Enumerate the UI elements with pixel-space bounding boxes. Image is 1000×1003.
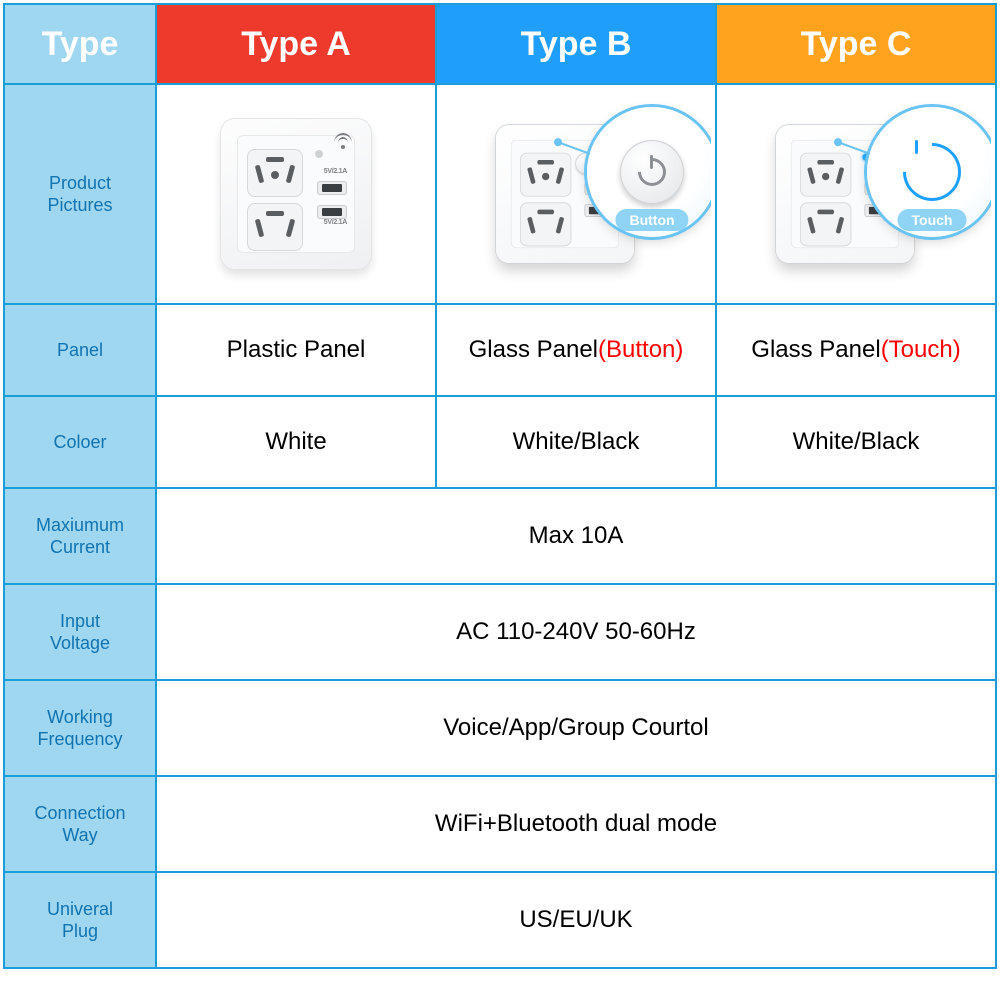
label-max-current-text: Maxiumum Current (36, 514, 124, 559)
label-connection: Connection Way (4, 776, 156, 872)
label-color-text: Coloer (53, 431, 106, 454)
label-color: Coloer (4, 396, 156, 488)
value-max-current: Max 10A (156, 488, 996, 584)
panel-c-suffix: (Touch) (881, 336, 961, 363)
panel-c-text: Glass Panel (751, 336, 880, 363)
color-b: White/Black (436, 396, 716, 488)
callout-touch: Touch (867, 107, 991, 237)
value-input-voltage-text: AC 110-240V 50-60Hz (456, 618, 696, 646)
header-type-b-text: Type B (521, 25, 632, 64)
panel-a-text: Plastic Panel (227, 336, 366, 364)
panel-b: Glass Panel(Button) (436, 304, 716, 396)
header-type-b: Type B (436, 4, 716, 84)
picture-type-c: 5V/2.1A Touch (716, 84, 996, 304)
color-c: White/Black (716, 396, 996, 488)
usb-port-icon (317, 205, 347, 219)
panel-a: Plastic Panel (156, 304, 436, 396)
value-connection: WiFi+Bluetooth dual mode (156, 776, 996, 872)
label-panel-text: Panel (57, 339, 103, 362)
label-working-frequency-text: Working Frequency (37, 706, 122, 751)
panel-b-suffix: (Button) (598, 336, 683, 363)
color-c-text: White/Black (793, 428, 920, 456)
panel-c: Glass Panel(Touch) (716, 304, 996, 396)
header-type-c: Type C (716, 4, 996, 84)
value-universal-plug-text: US/EU/UK (519, 906, 632, 934)
header-type-c-text: Type C (801, 25, 912, 64)
picture-type-b: 5V/2.1A Button (436, 84, 716, 304)
comparison-table: Type Type A Type B Type C Product Pictur… (3, 3, 997, 969)
power-icon (638, 158, 666, 186)
value-working-frequency-text: Voice/App/Group Courtol (443, 714, 709, 742)
value-connection-text: WiFi+Bluetooth dual mode (435, 810, 717, 838)
value-working-frequency: Voice/App/Group Courtol (156, 680, 996, 776)
label-panel: Panel (4, 304, 156, 396)
label-type: Type (4, 4, 156, 84)
label-input-voltage: Input Voltage (4, 584, 156, 680)
label-connection-text: Connection Way (34, 802, 125, 847)
label-pictures: Product Pictures (4, 84, 156, 304)
color-a-text: White (265, 428, 326, 456)
callout-button: Button (587, 107, 711, 237)
value-max-current-text: Max 10A (529, 522, 624, 550)
label-universal-plug: Univeral Plug (4, 872, 156, 968)
socket-illustration-a: 5V/2.1A 5V/2.1A (221, 119, 371, 269)
label-working-frequency: Working Frequency (4, 680, 156, 776)
color-a: White (156, 396, 436, 488)
label-type-text: Type (42, 23, 119, 66)
header-type-a-text: Type A (241, 25, 351, 64)
callout-touch-label: Touch (898, 209, 967, 231)
color-b-text: White/Black (513, 428, 640, 456)
usb-label: 5V/2.1A (324, 219, 347, 226)
callout-button-label: Button (615, 209, 688, 231)
wifi-icon (333, 133, 353, 149)
value-universal-plug: US/EU/UK (156, 872, 996, 968)
power-icon (903, 143, 961, 201)
header-type-a: Type A (156, 4, 436, 84)
panel-b-text: Glass Panel (469, 336, 598, 363)
label-pictures-text: Product Pictures (47, 172, 112, 217)
label-universal-plug-text: Univeral Plug (47, 898, 113, 943)
label-max-current: Maxiumum Current (4, 488, 156, 584)
usb-label: 5V/2.1A (324, 168, 347, 175)
picture-type-a: 5V/2.1A 5V/2.1A (156, 84, 436, 304)
label-input-voltage-text: Input Voltage (50, 610, 110, 655)
value-input-voltage: AC 110-240V 50-60Hz (156, 584, 996, 680)
usb-port-icon (317, 181, 347, 195)
